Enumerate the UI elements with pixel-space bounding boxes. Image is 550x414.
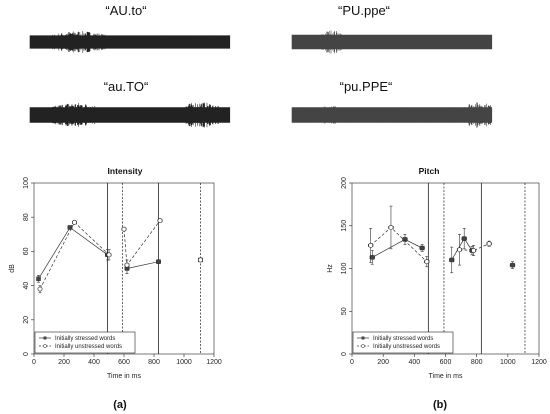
legend-marker-unstressed [361,344,365,348]
data-point-unstressed [121,226,127,232]
y-tick-label: 200 [341,177,348,189]
x-tick-label: 0 [32,359,36,366]
x-tick-label: 400 [88,359,100,366]
series-line-unstressed [459,243,490,251]
x-tick-label: 1000 [500,359,516,366]
y-tick-label: 0 [23,352,30,356]
x-tick-label: 600 [440,359,452,366]
waveform-label-pu-ppe: “PU.ppe“ [338,3,390,18]
data-point-unstressed [106,252,112,258]
x-tick-label: 200 [58,359,70,366]
waveform-label-au-to: “AU.to“ [105,3,146,18]
waveform-trace [29,31,231,53]
series-line-unstressed [370,227,428,262]
series-line-unstressed [39,221,110,290]
plot-frame [351,182,540,355]
intensity-chart: 0 200 400 600 800 1000 1200 0 20 40 60 80 100 Time in… [9,177,222,380]
x-axis-label: Time in ms [107,373,141,380]
y-tick-label: 100 [341,263,348,275]
x-tick-label: 200 [377,359,389,366]
x-tick-label: 800 [148,359,160,366]
data-point-unstressed [471,248,476,253]
data-point-stressed [36,276,41,281]
waveform-au-TO [29,102,231,128]
series-line-stressed [38,226,108,279]
series-line-unstressed [123,220,161,267]
y-tick-label: 50 [341,307,348,315]
chart-title-pitch: Pitch [419,166,440,176]
data-point-stressed [402,237,408,242]
waveform-trace [291,30,493,54]
data-point-stressed [462,236,467,241]
x-tick-label: 600 [118,359,130,366]
waveform-label-pu-PPE: “pu.PPE“ [340,79,393,94]
data-point-unstressed [72,219,77,225]
data-point-stressed [370,255,375,260]
pitch-chart: 0 200 400 600 800 1000 1200 0 50 100 150 200 Time in… [327,177,547,380]
data-point-unstressed [37,286,43,292]
waveform-trace [291,102,493,128]
x-tick-label: 0 [350,359,354,366]
y-axis-label: dB [9,264,16,273]
data-point-stressed [156,259,161,264]
y-tick-label: 150 [341,220,348,232]
data-point-unstressed [388,225,394,230]
waveform-trace [29,102,231,128]
data-point-unstressed [368,243,374,248]
series-line-stressed [126,261,159,269]
x-tick-label: 800 [471,359,483,366]
legend-marker-unstressed [43,344,47,348]
legend-label: Initially unstressed words [373,344,440,350]
data-point-unstressed [124,262,130,268]
legend-box [352,331,454,354]
panel-label-b: (b) [433,399,447,411]
y-axis-label: Hz [327,264,334,273]
chart-title-intensity: Intensity [108,166,143,176]
waveform-pu-PPE [291,102,493,128]
data-point-unstressed [157,218,163,224]
legend-label: Initially stressed words [373,336,433,342]
x-tick-label: 1200 [531,359,547,366]
data-point-unstressed [457,247,462,253]
data-point-stressed [449,257,454,263]
waveform-au-to [29,31,231,53]
y-tick-label: 40 [23,282,30,290]
legend-box [34,331,136,354]
legend-label: Initially stressed words [55,336,115,342]
legend-label: Initially unstressed words [55,344,122,350]
y-tick-label: 100 [23,177,30,189]
data-point-stressed [67,225,73,230]
waveform-label-au-TO: “au.TO“ [104,79,149,94]
x-tick-label: 400 [408,359,420,366]
data-point-unstressed [424,259,430,265]
plot-frame [33,182,215,355]
data-point-stressed [419,245,425,251]
x-axis-label: Time in ms [429,373,463,380]
y-tick-label: 60 [23,247,30,255]
legend-marker-stressed [361,336,365,340]
legend-marker-stressed [43,336,47,340]
y-tick-label: 0 [341,352,348,356]
x-tick-label: 1200 [206,359,222,366]
y-tick-label: 20 [23,316,30,324]
waveform-pu-ppe [291,30,493,54]
y-tick-label: 80 [23,213,30,221]
x-tick-label: 1000 [176,359,192,366]
series-line-stressed [372,239,423,258]
data-point-unstressed [486,241,492,247]
data-point-unstressed [198,257,203,263]
data-point-stressed [510,262,515,268]
panel-label-a: (a) [113,399,127,411]
